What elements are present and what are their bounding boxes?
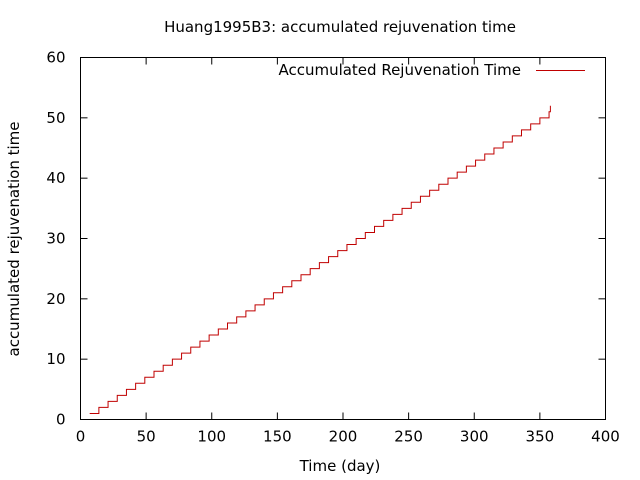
legend-label: Accumulated Rejuvenation Time [278, 61, 521, 79]
plot-frame [80, 57, 606, 420]
y-tick-label: 30 [46, 230, 65, 248]
y-tick-label: 60 [46, 49, 65, 67]
y-axis-label: accumulated rejuvenation time [5, 121, 23, 356]
x-tick-label: 0 [76, 428, 86, 446]
y-axis: 0 10 20 30 40 50 60 [46, 49, 606, 429]
x-tick-label: 50 [137, 428, 156, 446]
x-tick-label: 150 [263, 428, 292, 446]
y-tick-label: 50 [46, 109, 65, 127]
y-tick-label: 0 [56, 411, 66, 429]
x-axis: 0 50 100 150 200 250 300 350 400 [76, 57, 620, 446]
x-tick-label: 300 [460, 428, 489, 446]
series-line [89, 105, 551, 414]
y-tick-label: 20 [46, 290, 65, 308]
x-tick-label: 250 [394, 428, 423, 446]
x-tick-label: 100 [197, 428, 226, 446]
x-tick-label: 350 [526, 428, 555, 446]
chart-title: Huang1995B3: accumulated rejuvenation ti… [164, 18, 516, 36]
legend: Accumulated Rejuvenation Time [278, 61, 585, 79]
series-layer [89, 105, 551, 414]
x-axis-label: Time (day) [299, 457, 381, 475]
y-tick-label: 40 [46, 169, 65, 187]
y-tick-label: 10 [46, 350, 65, 368]
x-tick-label: 400 [591, 428, 620, 446]
x-tick-label: 200 [329, 428, 358, 446]
